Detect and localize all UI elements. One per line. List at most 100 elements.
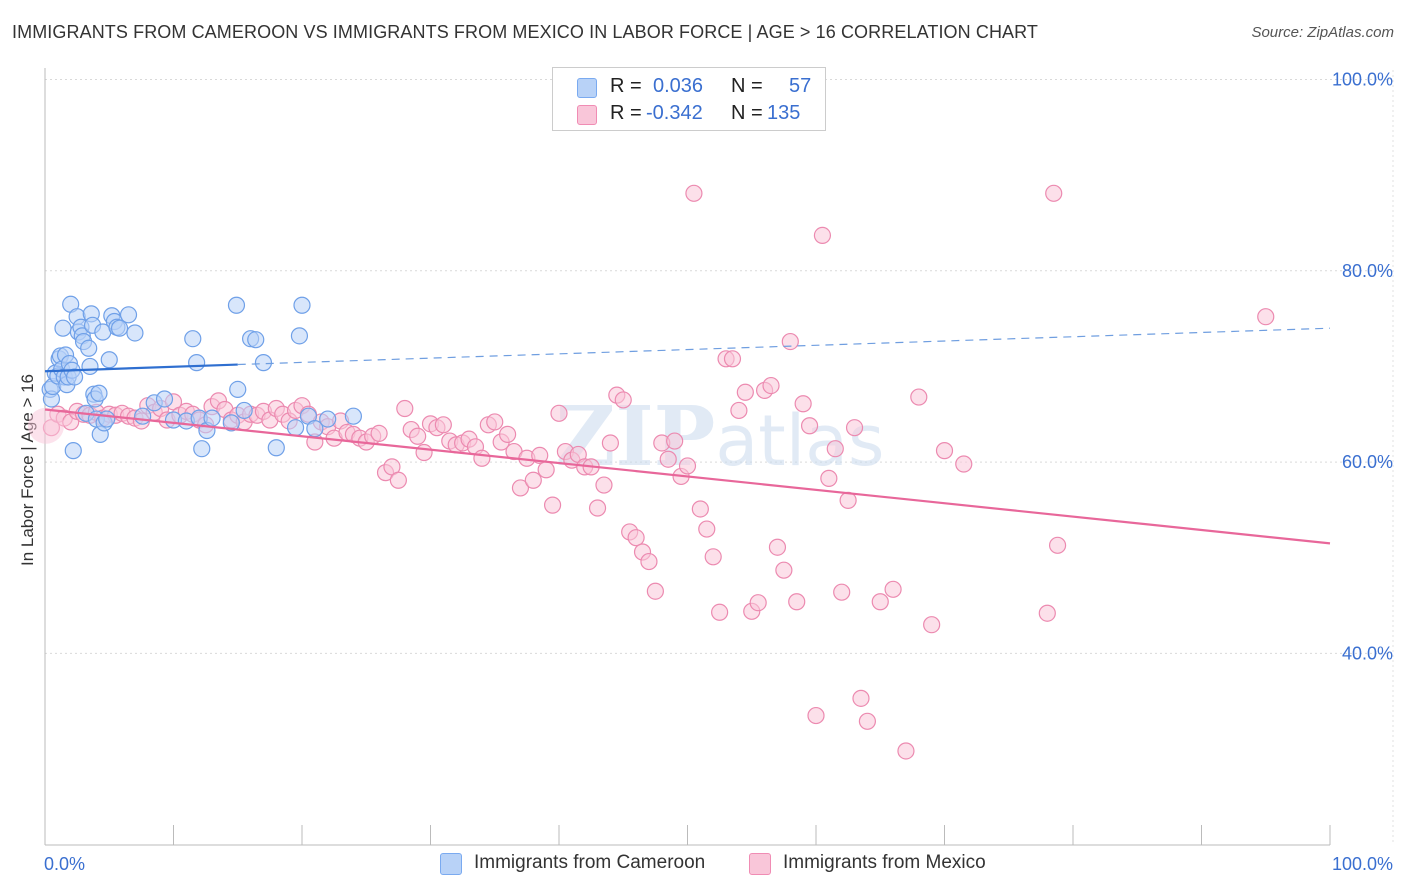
point-mexico [531, 446, 549, 465]
legend-label-cameroon: Immigrants from Cameroon [474, 852, 706, 873]
point-cameroon [229, 380, 247, 399]
point-cameroon [184, 330, 202, 348]
point-mexico [415, 443, 433, 462]
y-tick-label: 80.0% [1342, 261, 1393, 281]
point-mexico [666, 432, 684, 450]
point-cameroon [80, 339, 98, 357]
point-mexico [730, 401, 748, 420]
point-mexico [826, 440, 844, 458]
point-mexico [723, 350, 742, 368]
point-cameroon [100, 351, 118, 369]
point-cameroon [227, 296, 246, 314]
point-mexico [788, 593, 806, 611]
point-mexico [486, 413, 504, 431]
point-cameroon [65, 368, 84, 386]
point-cameroon [81, 357, 99, 376]
point-mexico [852, 689, 870, 707]
point-cameroon [193, 440, 211, 458]
legend-swatch-mexico [749, 853, 771, 875]
stats-swatch-cameroon [577, 78, 597, 98]
stats-r-value: 0.036 [653, 75, 704, 97]
source-label: Source: ZipAtlas.com [1251, 24, 1394, 41]
point-mexico [396, 399, 414, 418]
point-mexico [595, 476, 613, 494]
point-mexico [685, 184, 703, 202]
point-mexico [749, 594, 767, 612]
point-mexico [910, 388, 928, 406]
x-tick-label: 100.0% [1332, 854, 1393, 874]
point-mexico [813, 226, 832, 245]
grid-lines [45, 70, 1394, 845]
point-mexico [511, 479, 530, 497]
point-mexico [1045, 184, 1063, 202]
point-cameroon [54, 319, 72, 337]
point-mexico [659, 450, 677, 468]
point-mexico [794, 395, 812, 413]
point-mexico [434, 416, 452, 434]
point-mexico [543, 496, 562, 514]
point-mexico [858, 712, 877, 730]
point-mexico [389, 471, 407, 489]
point-mexico [736, 383, 754, 401]
trend-layer [44, 327, 1331, 545]
stats-n-value: 57 [789, 75, 812, 97]
point-mexico [955, 455, 973, 473]
stats-swatch-mexico [577, 105, 597, 125]
point-cameroon [64, 442, 82, 460]
point-mexico [550, 404, 568, 422]
point-mexico [711, 603, 729, 621]
point-mexico [1048, 536, 1067, 554]
stats-r-label: R = [610, 75, 642, 97]
point-mexico [614, 391, 632, 409]
point-mexico [800, 417, 819, 435]
y-tick-label: 40.0% [1342, 643, 1393, 663]
point-mexico [473, 449, 491, 467]
stats-n-label: N = [731, 75, 763, 97]
point-mexico [409, 427, 427, 445]
point-cameroon [119, 306, 138, 324]
point-cameroon [188, 354, 206, 372]
trend-line-cameroon-extension [237, 327, 1331, 366]
trend-line-mexico [44, 408, 1331, 545]
point-cameroon [267, 439, 285, 457]
point-mexico [871, 593, 889, 611]
point-cameroon [344, 407, 362, 425]
point-mexico [646, 582, 664, 600]
point-cameroon [247, 331, 265, 349]
point-cameroon [319, 410, 337, 428]
point-mexico [691, 500, 709, 518]
point-mexico [627, 529, 645, 547]
y-tick-label: 100.0% [1332, 70, 1393, 90]
point-cameroon [203, 409, 221, 427]
point-cameroon [235, 401, 253, 420]
legend-label-mexico: Immigrants from Mexico [783, 852, 986, 873]
x-tick-label: 0.0% [44, 854, 85, 874]
point-mexico [935, 442, 954, 460]
point-cameroon [254, 354, 273, 372]
point-mexico [537, 461, 555, 479]
point-mexico [845, 419, 864, 437]
point-mexico [588, 499, 607, 517]
point-cameroon [134, 407, 152, 425]
stats-r-label: R = [610, 102, 642, 124]
trend-line-cameroon [44, 363, 238, 373]
point-cameroon [110, 319, 129, 337]
point-mexico [640, 552, 658, 571]
stats-box: R = 0.036 N = 57 R = -0.342 N = 135 [552, 67, 826, 131]
point-mexico [781, 332, 799, 351]
legend-swatch-cameroon [440, 853, 462, 875]
tick-labels: 100.0% 80.0% 60.0% 40.0% 0.0% 100.0% [44, 70, 1393, 875]
point-mexico [698, 520, 716, 538]
point-cameroon [222, 414, 240, 432]
point-mexico [524, 471, 542, 489]
point-mexico [1038, 604, 1056, 622]
point-cameroon [293, 296, 311, 314]
chart-title: IMMIGRANTS FROM CAMEROON VS IMMIGRANTS F… [12, 22, 1039, 42]
point-mexico [768, 538, 787, 556]
point-cameroon [290, 327, 309, 345]
point-mexico [775, 561, 793, 579]
point-mexico [807, 706, 825, 725]
point-mexico [923, 616, 941, 634]
point-mexico [704, 548, 722, 566]
point-mexico-cluster [28, 407, 64, 444]
